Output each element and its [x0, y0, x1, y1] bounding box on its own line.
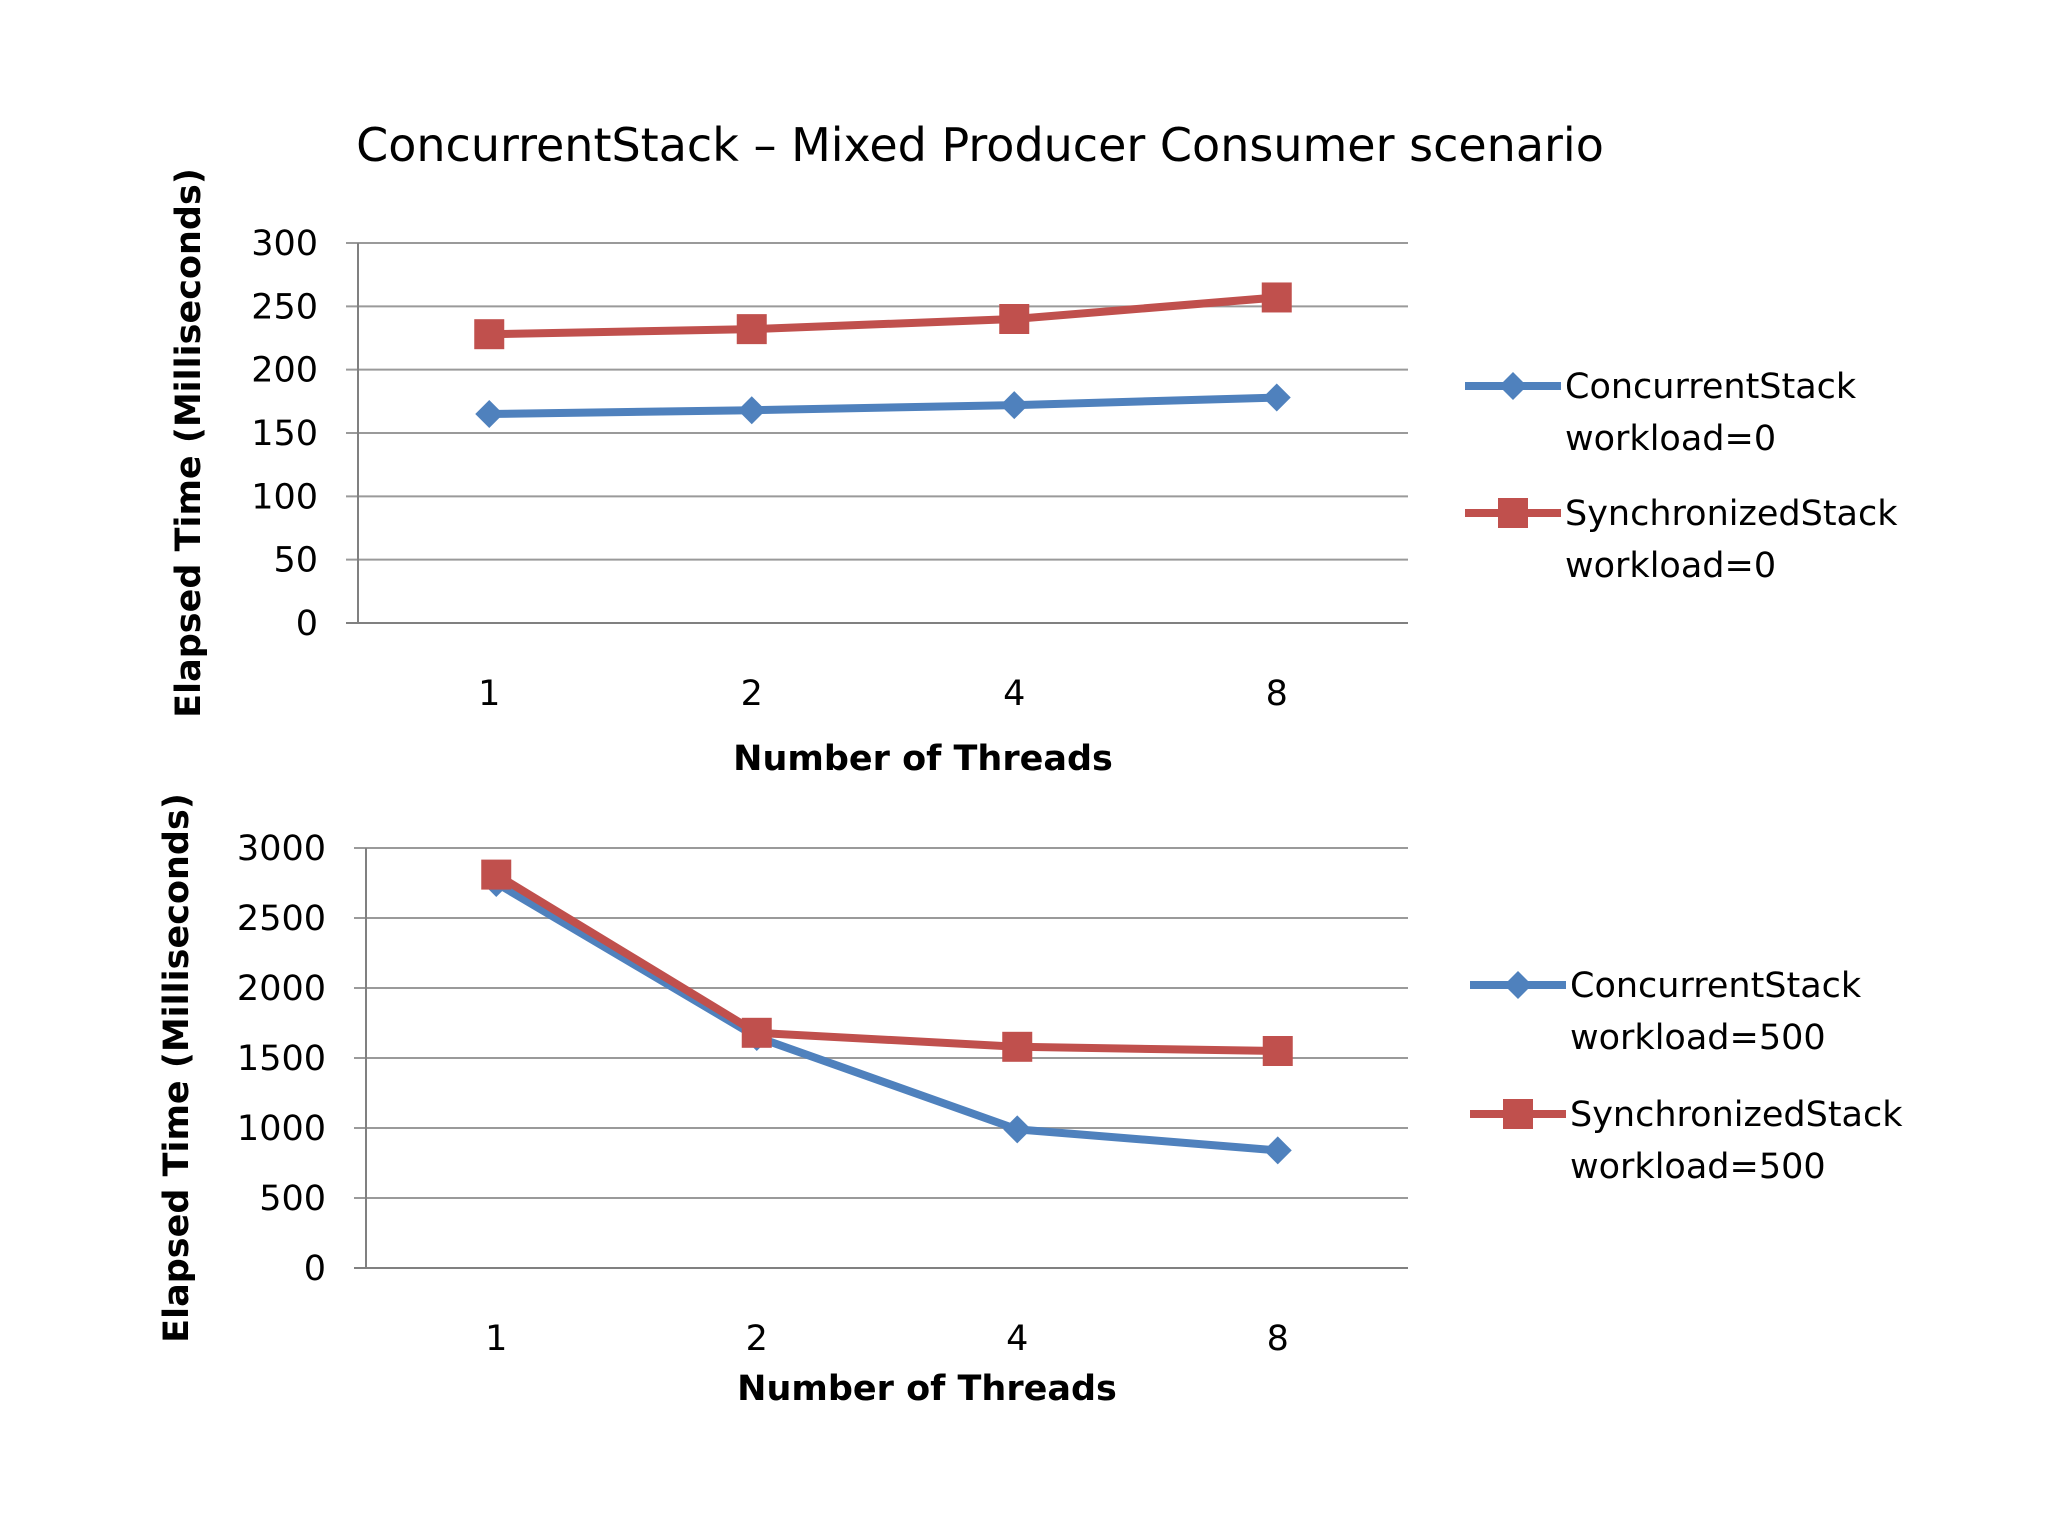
bottom-point-synchronized [1262, 1036, 1293, 1066]
top-y-tick-label: 50 [273, 541, 318, 581]
top-series-line-synchronized [489, 293, 1278, 339]
bottom-point-synchronized [741, 1017, 772, 1048]
bottom-point-concurrent [1263, 1136, 1292, 1165]
top-legend-marker [1498, 498, 1528, 528]
bottom-x-tick-label: 1 [485, 1319, 507, 1359]
bottom-y-tick-label: 2500 [237, 899, 326, 939]
top-y-tick-label: 100 [251, 477, 318, 517]
bottom-legend-label: SynchronizedStack [1570, 1095, 1903, 1135]
bottom-series-line-concurrent [494, 879, 1279, 1155]
top-point-synchronized [474, 319, 505, 350]
top-point-concurrent [1000, 391, 1029, 420]
top-point-synchronized [1261, 282, 1292, 313]
bottom-point-synchronized [481, 859, 512, 890]
top-legend-label-sub: workload=0 [1565, 546, 1776, 586]
top-point-concurrent [475, 400, 504, 428]
bottom-x-axis-title: Number of Threads [737, 1369, 1117, 1409]
bottom-x-tick-label: 4 [1006, 1319, 1028, 1359]
bottom-legend-marker [1503, 1099, 1533, 1129]
top-x-axis-title: Number of Threads [733, 739, 1113, 779]
bottom-x-tick-label: 8 [1267, 1319, 1289, 1359]
bottom-x-tick-label: 2 [746, 1319, 768, 1359]
bottom-point-concurrent [1003, 1115, 1032, 1144]
bottom-legend-label-sub: workload=500 [1570, 1147, 1826, 1187]
bottom-legend-marker [1504, 971, 1532, 999]
top-legend-label: SynchronizedStack [1565, 494, 1898, 534]
top-point-synchronized [999, 304, 1030, 334]
bottom-y-tick-label: 500 [259, 1179, 326, 1219]
bottom-y-tick-label: 3000 [237, 829, 326, 869]
page-title: ConcurrentStack – Mixed Producer Consume… [356, 118, 1604, 172]
top-x-tick-label: 1 [478, 674, 500, 714]
bottom-y-tick-label: 0 [304, 1249, 326, 1289]
top-x-tick-label: 2 [741, 674, 763, 714]
top-x-tick-label: 8 [1266, 674, 1288, 714]
top-y-tick-label: 0 [296, 604, 318, 644]
bottom-y-axis-title: Elapsed Time (Milliseconds) [157, 793, 197, 1343]
top-y-axis-title: Elapsed Time (Milliseconds) [169, 168, 209, 718]
bottom-legend-label-sub: workload=500 [1570, 1018, 1826, 1058]
top-y-tick-label: 200 [251, 351, 318, 391]
top-legend-marker [1499, 372, 1527, 400]
top-y-tick-label: 150 [251, 414, 318, 454]
top-series-line-concurrent [489, 393, 1277, 418]
top-legend-label-sub: workload=0 [1565, 419, 1776, 459]
top-point-concurrent [1262, 383, 1291, 412]
top-legend-label: ConcurrentStack [1565, 367, 1857, 407]
bottom-point-synchronized [1002, 1031, 1033, 1062]
bottom-series-line-synchronized [494, 871, 1278, 1055]
top-y-tick-label: 300 [251, 224, 318, 264]
top-point-concurrent [737, 396, 766, 425]
bottom-y-tick-label: 1000 [237, 1109, 326, 1149]
top-x-tick-label: 4 [1003, 674, 1025, 714]
bottom-y-tick-label: 1500 [237, 1039, 326, 1079]
top-y-tick-label: 250 [251, 287, 318, 327]
bottom-y-tick-label: 2000 [237, 969, 326, 1009]
top-point-synchronized [736, 314, 767, 345]
bottom-legend-label: ConcurrentStack [1570, 966, 1862, 1006]
